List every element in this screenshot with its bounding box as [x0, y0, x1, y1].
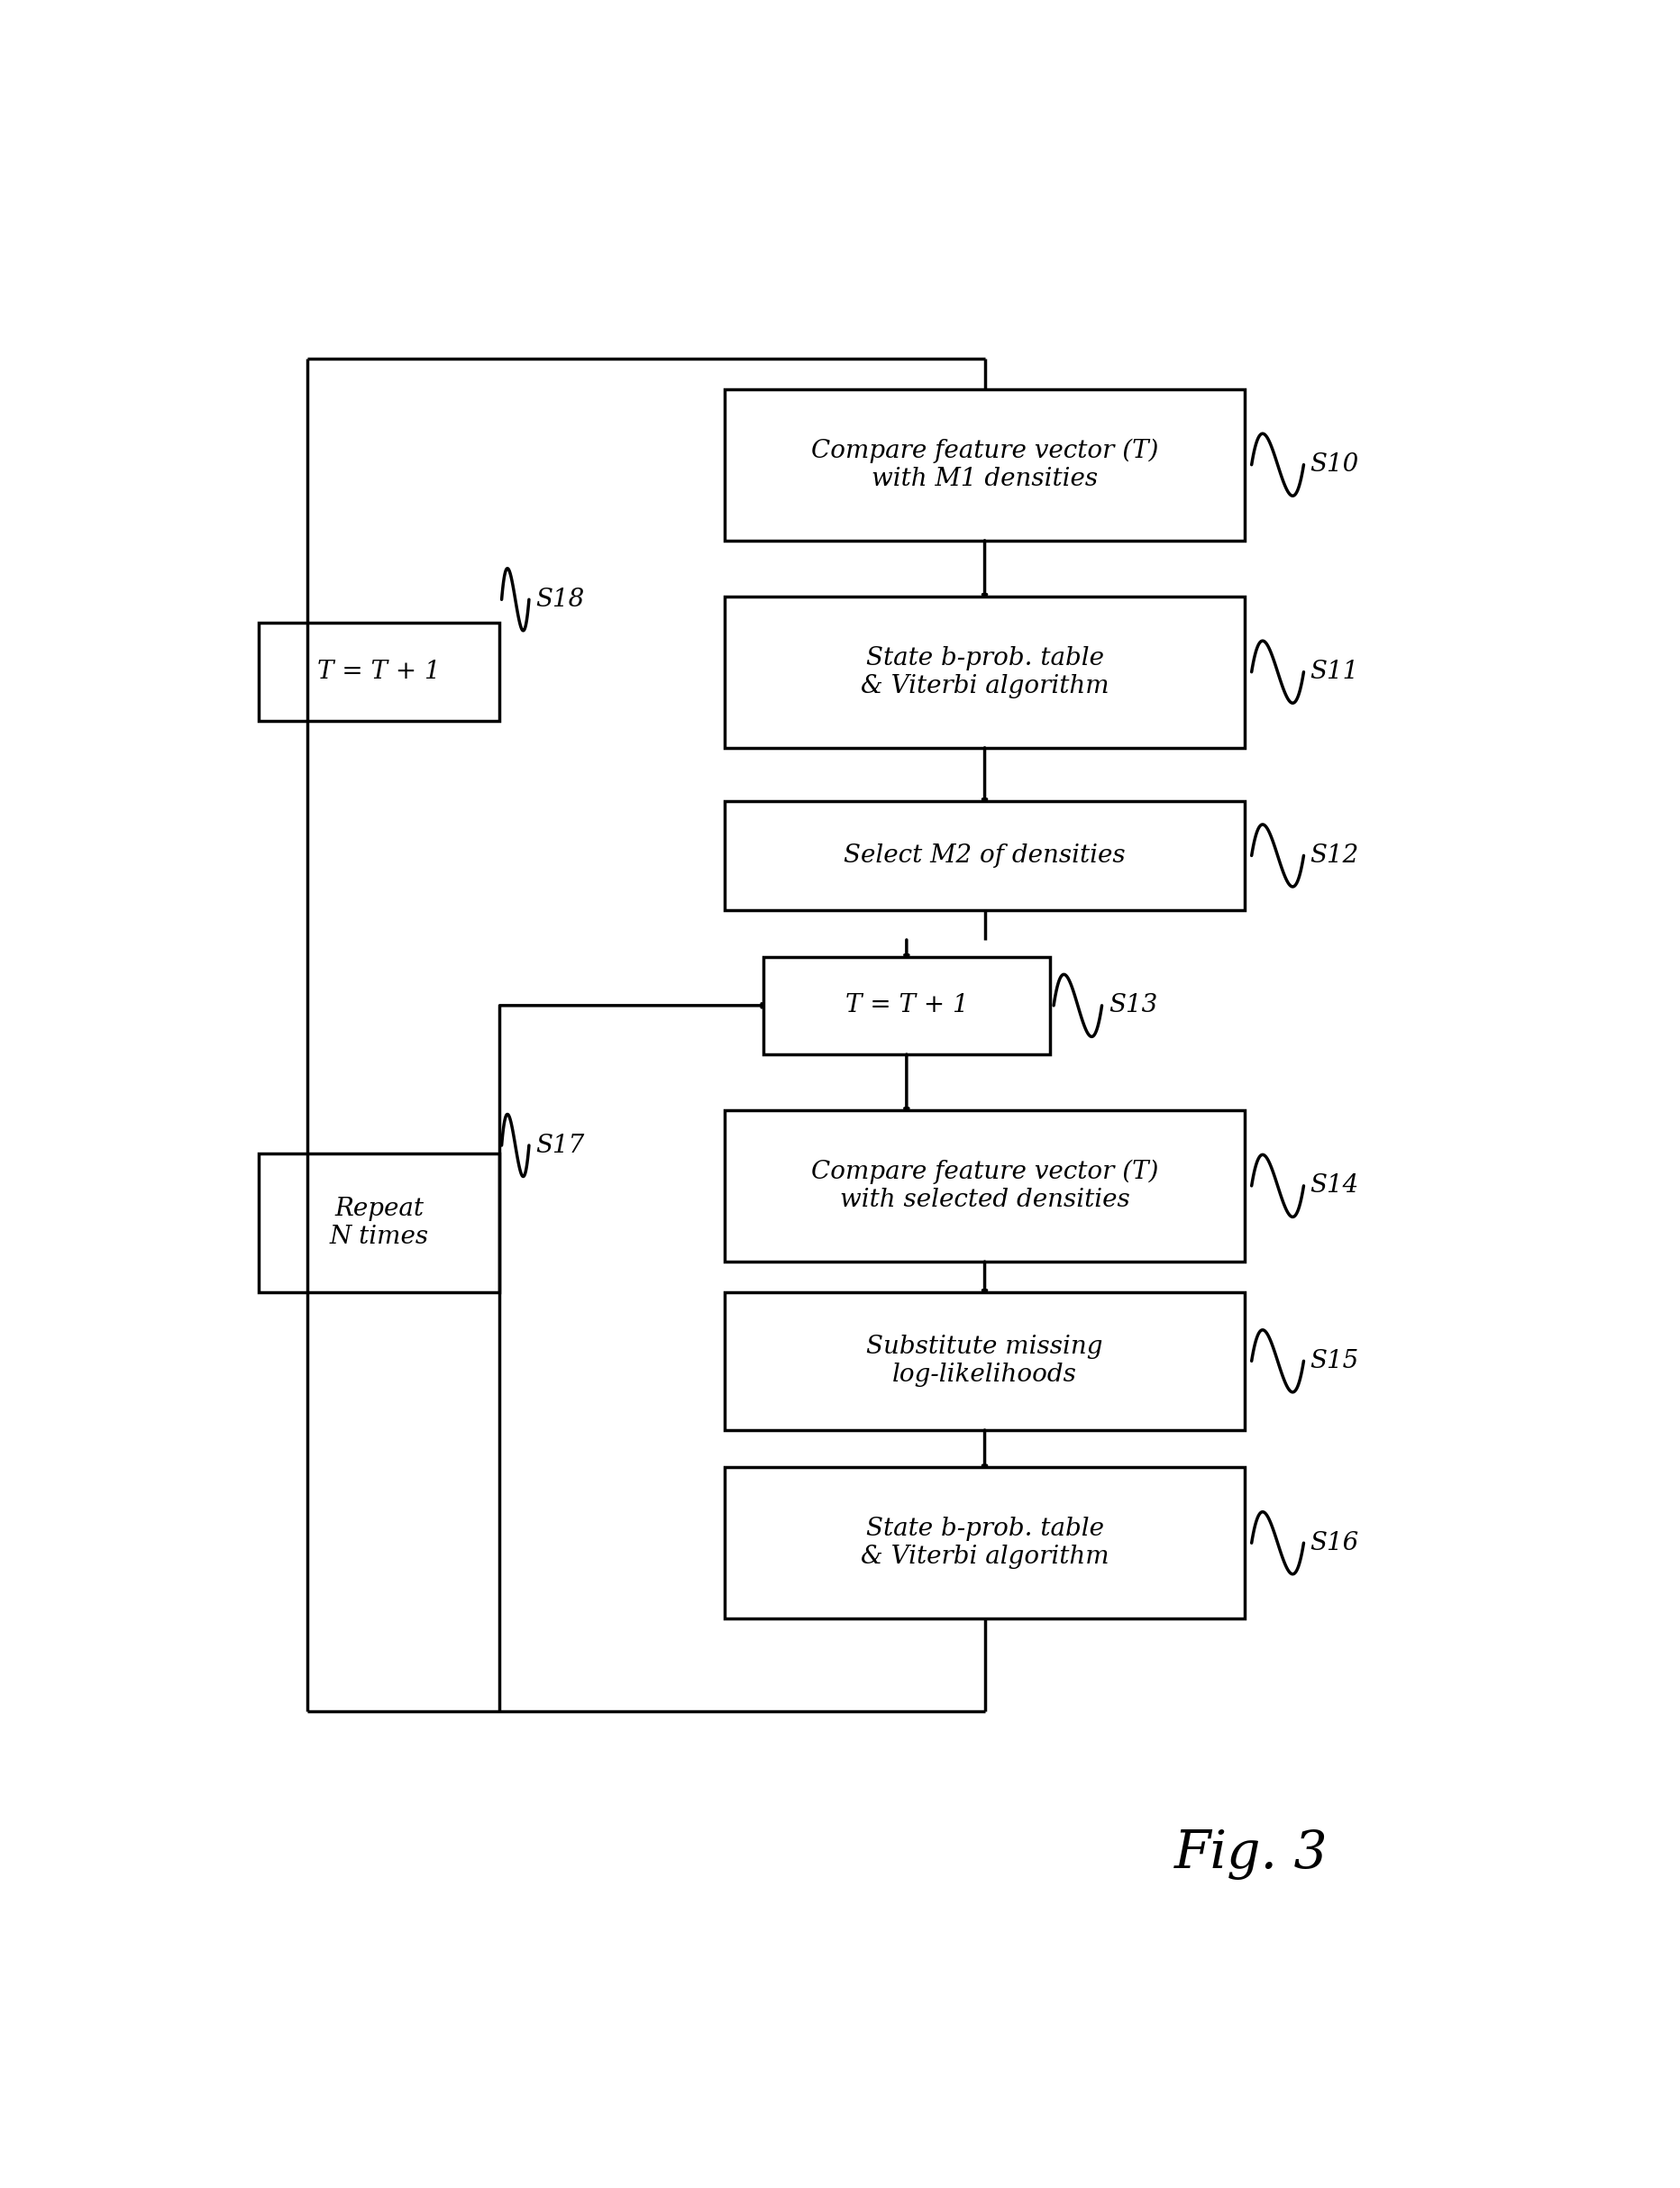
Text: S12: S12	[1310, 842, 1359, 869]
Bar	[724, 595, 1245, 748]
Text: T = T + 1: T = T + 1	[318, 661, 440, 685]
Text: Fig. 3: Fig. 3	[1174, 1829, 1329, 1879]
Bar	[259, 1153, 499, 1291]
Bar	[724, 389, 1245, 540]
Text: Compare feature vector (T)
with selected densities: Compare feature vector (T) with selected…	[811, 1160, 1159, 1212]
Text: State b-prob. table
& Viterbi algorithm: State b-prob. table & Viterbi algorithm	[860, 1516, 1109, 1569]
Text: Select M2 of densities: Select M2 of densities	[843, 842, 1126, 869]
Text: S10: S10	[1310, 453, 1359, 477]
Bar	[259, 624, 499, 720]
Text: Compare feature vector (T)
with M1 densities: Compare feature vector (T) with M1 densi…	[811, 438, 1159, 490]
Text: S13: S13	[1109, 993, 1158, 1017]
Text: S11: S11	[1310, 661, 1359, 685]
Bar	[724, 1468, 1245, 1619]
Text: T = T + 1: T = T + 1	[845, 993, 968, 1017]
Bar	[724, 1291, 1245, 1431]
Text: S18: S18	[536, 586, 585, 613]
Text: S17: S17	[536, 1133, 585, 1157]
Text: Repeat
N times: Repeat N times	[329, 1197, 428, 1249]
Text: Substitute missing
log-likelihoods: Substitute missing log-likelihoods	[867, 1335, 1104, 1387]
Text: S16: S16	[1310, 1532, 1359, 1556]
Text: S14: S14	[1310, 1173, 1359, 1199]
Bar	[763, 956, 1050, 1055]
Text: S15: S15	[1310, 1348, 1359, 1374]
Text: State b-prob. table
& Viterbi algorithm: State b-prob. table & Viterbi algorithm	[860, 645, 1109, 698]
Bar	[724, 801, 1245, 910]
Bar	[724, 1109, 1245, 1262]
